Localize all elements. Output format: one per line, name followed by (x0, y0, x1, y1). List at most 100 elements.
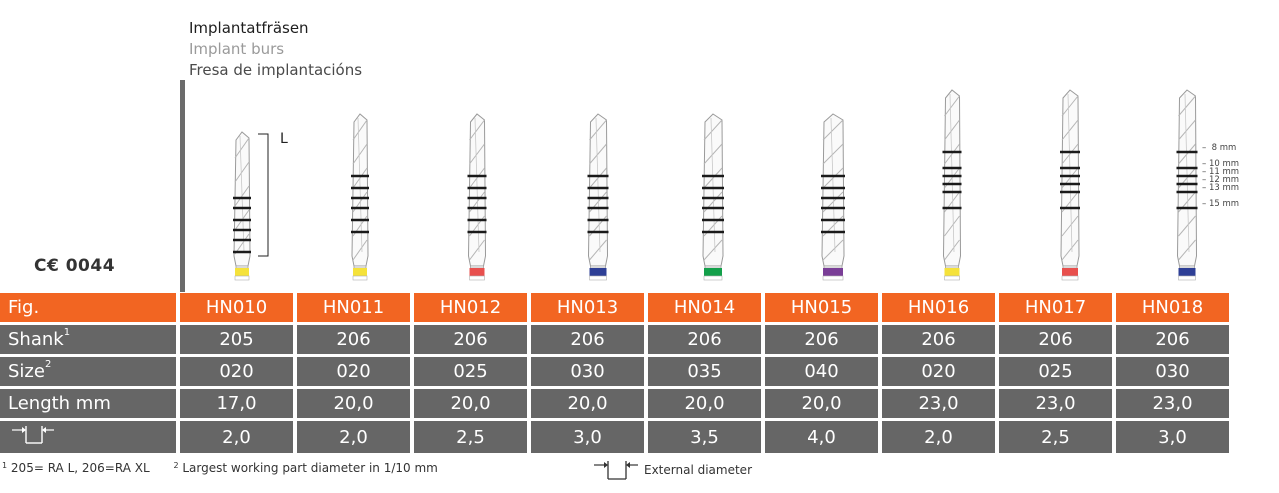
bur-neck (235, 265, 249, 269)
ext-diameter-cell: 2,5 (414, 421, 531, 453)
bur-flute (1178, 239, 1196, 261)
bur-flute (589, 191, 607, 213)
fig-cell: HN011 (297, 293, 414, 325)
size-header: Size2 (0, 357, 180, 389)
bur-flute (822, 119, 844, 141)
row-shank: Shank1 205 206 206 206 206 206 206 206 2… (0, 325, 1229, 357)
shank-cell: 206 (414, 325, 531, 357)
bur-flute (1061, 191, 1079, 213)
bur-illustrations (0, 80, 1279, 292)
size-cell: 030 (1116, 357, 1229, 389)
bur-flute (703, 239, 723, 261)
color-ring (704, 268, 722, 276)
fig-cell: HN018 (1116, 293, 1229, 325)
size-cell: 025 (414, 357, 531, 389)
bur-flute (1061, 95, 1079, 117)
shank-cell: 206 (648, 325, 765, 357)
bur-neck (1062, 265, 1078, 269)
bur-flute (703, 119, 723, 141)
bur-flute (944, 143, 960, 165)
depth-mark-12: – 12 mm (1202, 175, 1240, 185)
bur-neck (704, 265, 722, 269)
bur-flute (589, 119, 607, 141)
size-cell: 040 (765, 357, 882, 389)
bur-flute-center (595, 117, 601, 253)
bur-flute (1178, 95, 1196, 117)
bur-flute (1178, 119, 1196, 141)
bur-shank (822, 275, 844, 281)
external-diameter-legend: External diameter (592, 459, 752, 481)
bur-flute (352, 191, 368, 213)
bur-flute (589, 239, 607, 261)
bur-drawings (233, 89, 1198, 281)
length-bracket (258, 133, 269, 257)
color-ring (944, 268, 960, 276)
shank-cell: 206 (999, 325, 1116, 357)
size-cell: 035 (648, 357, 765, 389)
size-cell: 025 (999, 357, 1116, 389)
bur-neck (590, 265, 606, 269)
size-cell: 020 (882, 357, 999, 389)
bur-flute (352, 143, 368, 165)
bur-flute (703, 143, 723, 165)
color-ring (823, 268, 843, 276)
bur-flute-center (830, 117, 836, 253)
fig-cell: HN017 (999, 293, 1116, 325)
bur-flute (352, 215, 368, 237)
bur-shank (234, 275, 250, 281)
shank-cell: 206 (297, 325, 414, 357)
bur-flute (1061, 119, 1079, 141)
shank-cell: 205 (180, 325, 297, 357)
footnote-1: 1 205= RA L, 206=RA XL (2, 461, 150, 475)
fig-cell: HN013 (531, 293, 648, 325)
row-length: Length mm 17,0 20,0 20,0 20,0 20,0 20,0 … (0, 389, 1229, 421)
color-ring (353, 268, 367, 276)
ext-diameter-cell: 4,0 (765, 421, 882, 453)
length-header: Length mm (0, 389, 180, 421)
ext-diameter-cell: 2,0 (882, 421, 999, 453)
bur-flute (469, 191, 485, 213)
ext-diameter-cell: 3,0 (531, 421, 648, 453)
bur-flute-center (949, 93, 955, 253)
fig-cell: HN016 (882, 293, 999, 325)
bur-flute (234, 161, 250, 183)
bur-neck (470, 265, 484, 269)
size-cell: 020 (297, 357, 414, 389)
color-ring (469, 268, 485, 276)
fig-header: Fig. (0, 293, 180, 325)
fig-cell: HN015 (765, 293, 882, 325)
bur-shank (944, 275, 960, 281)
length-cell: 20,0 (297, 389, 414, 421)
bur-flute (944, 239, 960, 261)
divider-bar (180, 80, 185, 292)
bur-flute (703, 191, 723, 213)
row-ext-diameter: 2,0 2,0 2,5 3,0 3,5 4,0 2,0 2,5 3,0 (0, 421, 1229, 453)
length-cell: 17,0 (180, 389, 297, 421)
ext-diameter-cell: 2,0 (180, 421, 297, 453)
row-fig: Fig. HN010 HN011 HN012 HN013 HN014 HN015… (0, 293, 1229, 325)
length-cell: 20,0 (531, 389, 648, 421)
external-diameter-icon (12, 425, 54, 444)
bur-flute (1061, 143, 1079, 165)
length-cell: 23,0 (999, 389, 1116, 421)
depth-mark-10: – 10 mm (1202, 159, 1240, 169)
bur-flute (944, 215, 960, 237)
color-ring (1178, 268, 1196, 276)
bur-flute-center (1067, 93, 1073, 253)
bur-flute (469, 239, 485, 261)
length-cell: 20,0 (414, 389, 531, 421)
bur-shank (589, 275, 607, 281)
title-german: Implantatfräsen (189, 19, 309, 37)
ext-diameter-cell: 3,0 (1116, 421, 1229, 453)
bur-shank (352, 275, 368, 281)
title-english: Implant burs (189, 40, 285, 58)
bur-shank (469, 275, 485, 281)
length-cell: 20,0 (648, 389, 765, 421)
bur-flute (469, 119, 485, 141)
bur-shank (1178, 275, 1196, 281)
length-cell: 23,0 (1116, 389, 1229, 421)
color-ring (589, 268, 607, 276)
ext-diameter-cell: 2,5 (999, 421, 1116, 453)
bur-flute (589, 215, 607, 237)
bur-flute (352, 119, 368, 141)
